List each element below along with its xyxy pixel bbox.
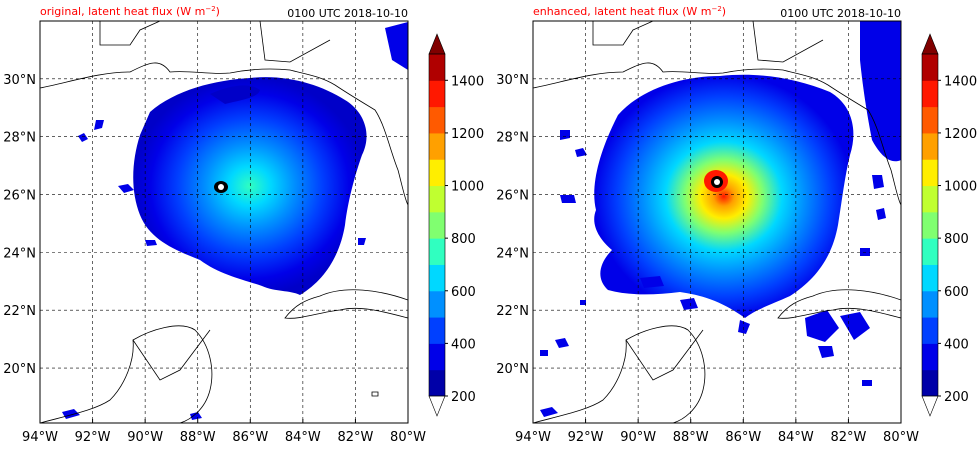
x-tick-label: 88°W [180, 430, 216, 445]
colorbar-segment [429, 54, 445, 81]
y-tick-label: 26°N [496, 189, 529, 204]
colorbar-segment [429, 185, 445, 213]
colorbar-tick-label: 400 [451, 337, 476, 352]
panel-title: original, latent heat flux (W m−2) [40, 5, 220, 18]
x-tick-label: 90°W [620, 430, 656, 445]
map-panel-enhanced: enhanced, latent heat flux (W m−2) 0100 … [496, 5, 977, 445]
colorbar-segment [922, 317, 938, 344]
x-tick-label: 80°W [390, 430, 426, 445]
x-tick-label: 90°W [127, 430, 163, 445]
colorbar: 200 400 600 800 1000 1200 1400 [428, 33, 484, 417]
colorbar-segment [922, 264, 938, 292]
panel-timestamp: 0100 UTC 2018-10-10 [780, 7, 901, 20]
x-tick-label: 84°W [285, 430, 321, 445]
panel-title: enhanced, latent heat flux (W m−2) [533, 5, 726, 18]
colorbar-tick-label: 600 [451, 285, 476, 300]
colorbar-segment [922, 106, 938, 134]
colorbar-tick-label: 200 [944, 390, 969, 405]
y-tick-label: 22°N [3, 304, 36, 319]
colorbar-tick-label: 1000 [451, 180, 484, 195]
colorbar-segment [922, 159, 938, 187]
x-tick-label: 80°W [883, 430, 919, 445]
colorbar-segment [922, 343, 938, 371]
y-tick-label: 28°N [3, 131, 36, 146]
colorbar-tick-label: 800 [451, 232, 476, 247]
colorbar-tick-label: 600 [944, 285, 969, 300]
colorbar-tick-label: 1400 [944, 74, 977, 89]
y-tick-label: 24°N [496, 246, 529, 261]
colorbar-segment [429, 106, 445, 134]
colorbar-tick-label: 800 [944, 232, 969, 247]
colorbar-segment [922, 54, 938, 81]
colorbar-segment [922, 185, 938, 213]
colorbar-tick-label: 1200 [944, 127, 977, 142]
y-tick-label: 28°N [496, 131, 529, 146]
colorbar-tick-label: 1400 [451, 74, 484, 89]
colorbar-segment [922, 132, 938, 160]
colorbar-extend-high [428, 33, 446, 55]
y-tick-label: 30°N [3, 73, 36, 88]
colorbar-extend-low [921, 395, 939, 417]
colorbar-extend-high [921, 33, 939, 55]
colorbar-segment [429, 369, 445, 397]
colorbar-segment [429, 211, 445, 239]
panel-timestamp: 0100 UTC 2018-10-10 [287, 7, 408, 20]
colorbar-frame [428, 53, 446, 397]
x-tick-label: 88°W [673, 430, 709, 445]
x-tick-label: 94°W [515, 430, 551, 445]
colorbar-segment [429, 159, 445, 187]
colorbar-segment [429, 317, 445, 344]
y-tick-label: 20°N [496, 362, 529, 377]
colorbar: 200 400 600 800 1000 1200 1400 [921, 33, 977, 417]
y-tick-label: 30°N [496, 73, 529, 88]
x-tick-label: 92°W [568, 430, 604, 445]
coastlines [40, 21, 408, 423]
y-tick-label: 22°N [496, 304, 529, 319]
flux-field [594, 74, 854, 318]
colorbar-tick-label: 1200 [451, 127, 484, 142]
colorbar-segment [429, 290, 445, 318]
y-axis-ticks: 20°N 22°N 24°N 26°N 28°N 30°N [3, 73, 36, 377]
x-tick-label: 94°W [22, 430, 58, 445]
colorbar-tick-label: 200 [451, 390, 476, 405]
colorbar-segment [429, 238, 445, 265]
gridlines [533, 21, 901, 423]
colorbar-extend-low [428, 395, 446, 417]
gridlines [40, 21, 408, 423]
colorbar-tick-label: 1000 [944, 180, 977, 195]
x-tick-label: 92°W [75, 430, 111, 445]
x-tick-label: 82°W [830, 430, 866, 445]
map-frame [39, 20, 409, 424]
flux-field [133, 77, 367, 295]
colorbar-segment [922, 211, 938, 239]
y-tick-label: 26°N [3, 189, 36, 204]
x-tick-label: 86°W [725, 430, 761, 445]
colorbar-frame [921, 53, 939, 397]
map-frame [532, 20, 902, 424]
x-axis-ticks: 94°W 92°W 90°W 88°W 86°W 84°W 82°W 80°W [22, 419, 426, 445]
colorbar-segment [922, 290, 938, 318]
coastlines [533, 21, 901, 423]
colorbar-segment [922, 80, 938, 108]
x-tick-label: 86°W [232, 430, 268, 445]
colorbar-segment [922, 369, 938, 397]
y-tick-label: 24°N [3, 246, 36, 261]
colorbar-tick-label: 400 [944, 337, 969, 352]
x-axis-ticks: 94°W 92°W 90°W 88°W 86°W 84°W 82°W 80°W [515, 419, 919, 445]
colorbar-segment [429, 80, 445, 108]
map-panel-original: original, latent heat flux (W m−2) 0100 … [3, 5, 484, 445]
colorbar-segment [429, 264, 445, 292]
x-tick-label: 84°W [778, 430, 814, 445]
x-tick-label: 82°W [337, 430, 373, 445]
colorbar-segment [922, 238, 938, 265]
y-axis-ticks: 20°N 22°N 24°N 26°N 28°N 30°N [496, 73, 529, 377]
colorbar-segment [429, 132, 445, 160]
colorbar-segment [429, 343, 445, 371]
y-tick-label: 20°N [3, 362, 36, 377]
